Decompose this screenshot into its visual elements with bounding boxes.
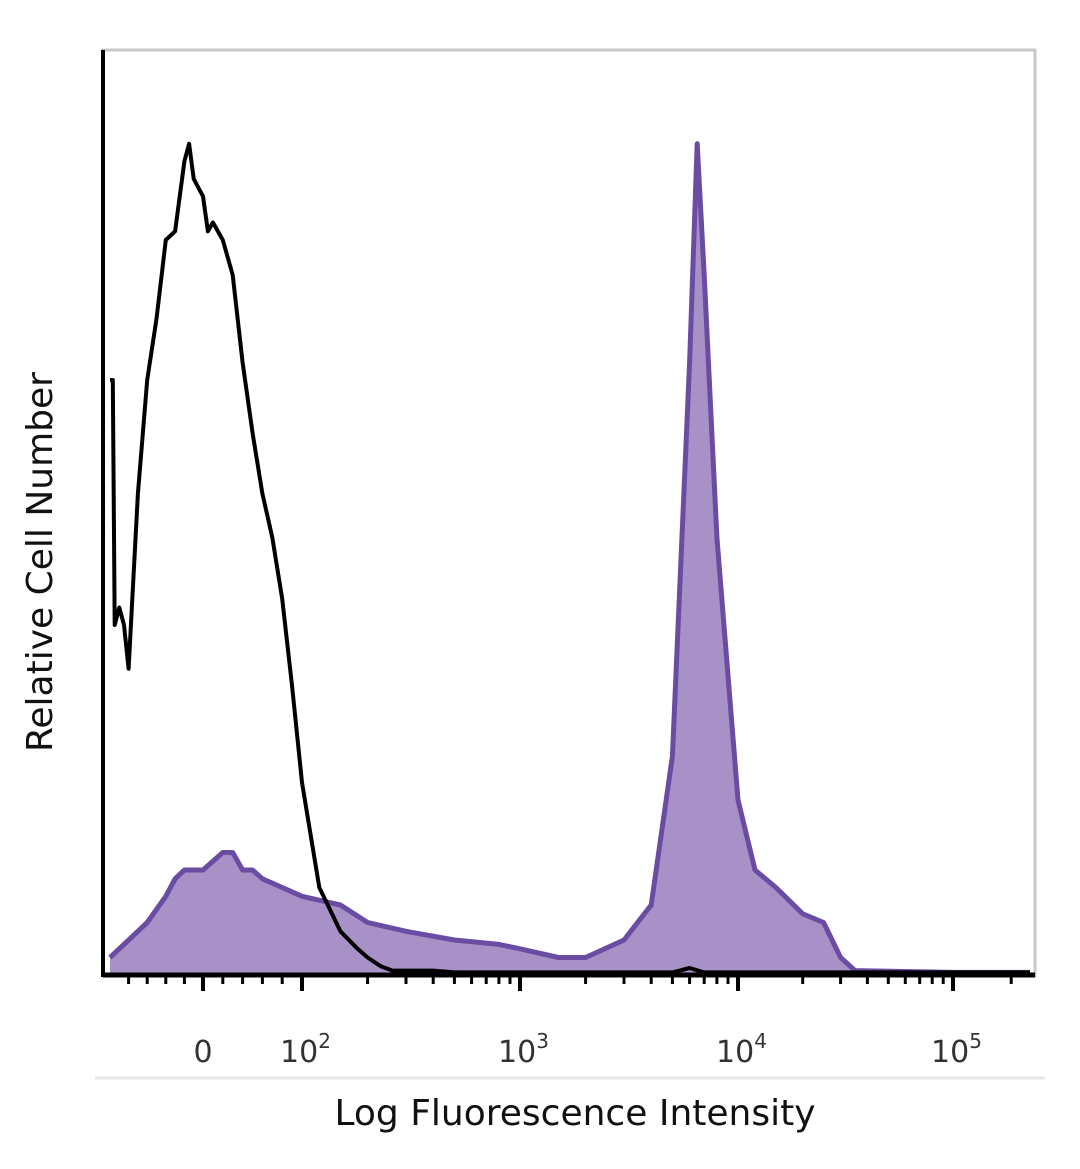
stained-histogram-outline <box>108 141 1030 975</box>
control-histogram-line <box>110 141 1030 975</box>
x-axis-title: Log Fluorescence Intensity <box>334 1093 815 1134</box>
series-layer <box>108 141 1030 976</box>
plot-frame <box>101 48 1037 978</box>
x-tick-label: 0 <box>193 1035 212 1070</box>
x-tick-label: 103 <box>498 1029 549 1070</box>
x-tick-label: 104 <box>716 1029 767 1070</box>
x-tick-label: 105 <box>931 1029 982 1070</box>
stained-histogram-fill <box>110 143 1030 976</box>
x-tick-label: 102 <box>280 1029 331 1070</box>
y-axis-title: Relative Cell Number <box>20 372 61 752</box>
x-tick-layer: 0 102 103 104 105 <box>127 975 1013 1070</box>
